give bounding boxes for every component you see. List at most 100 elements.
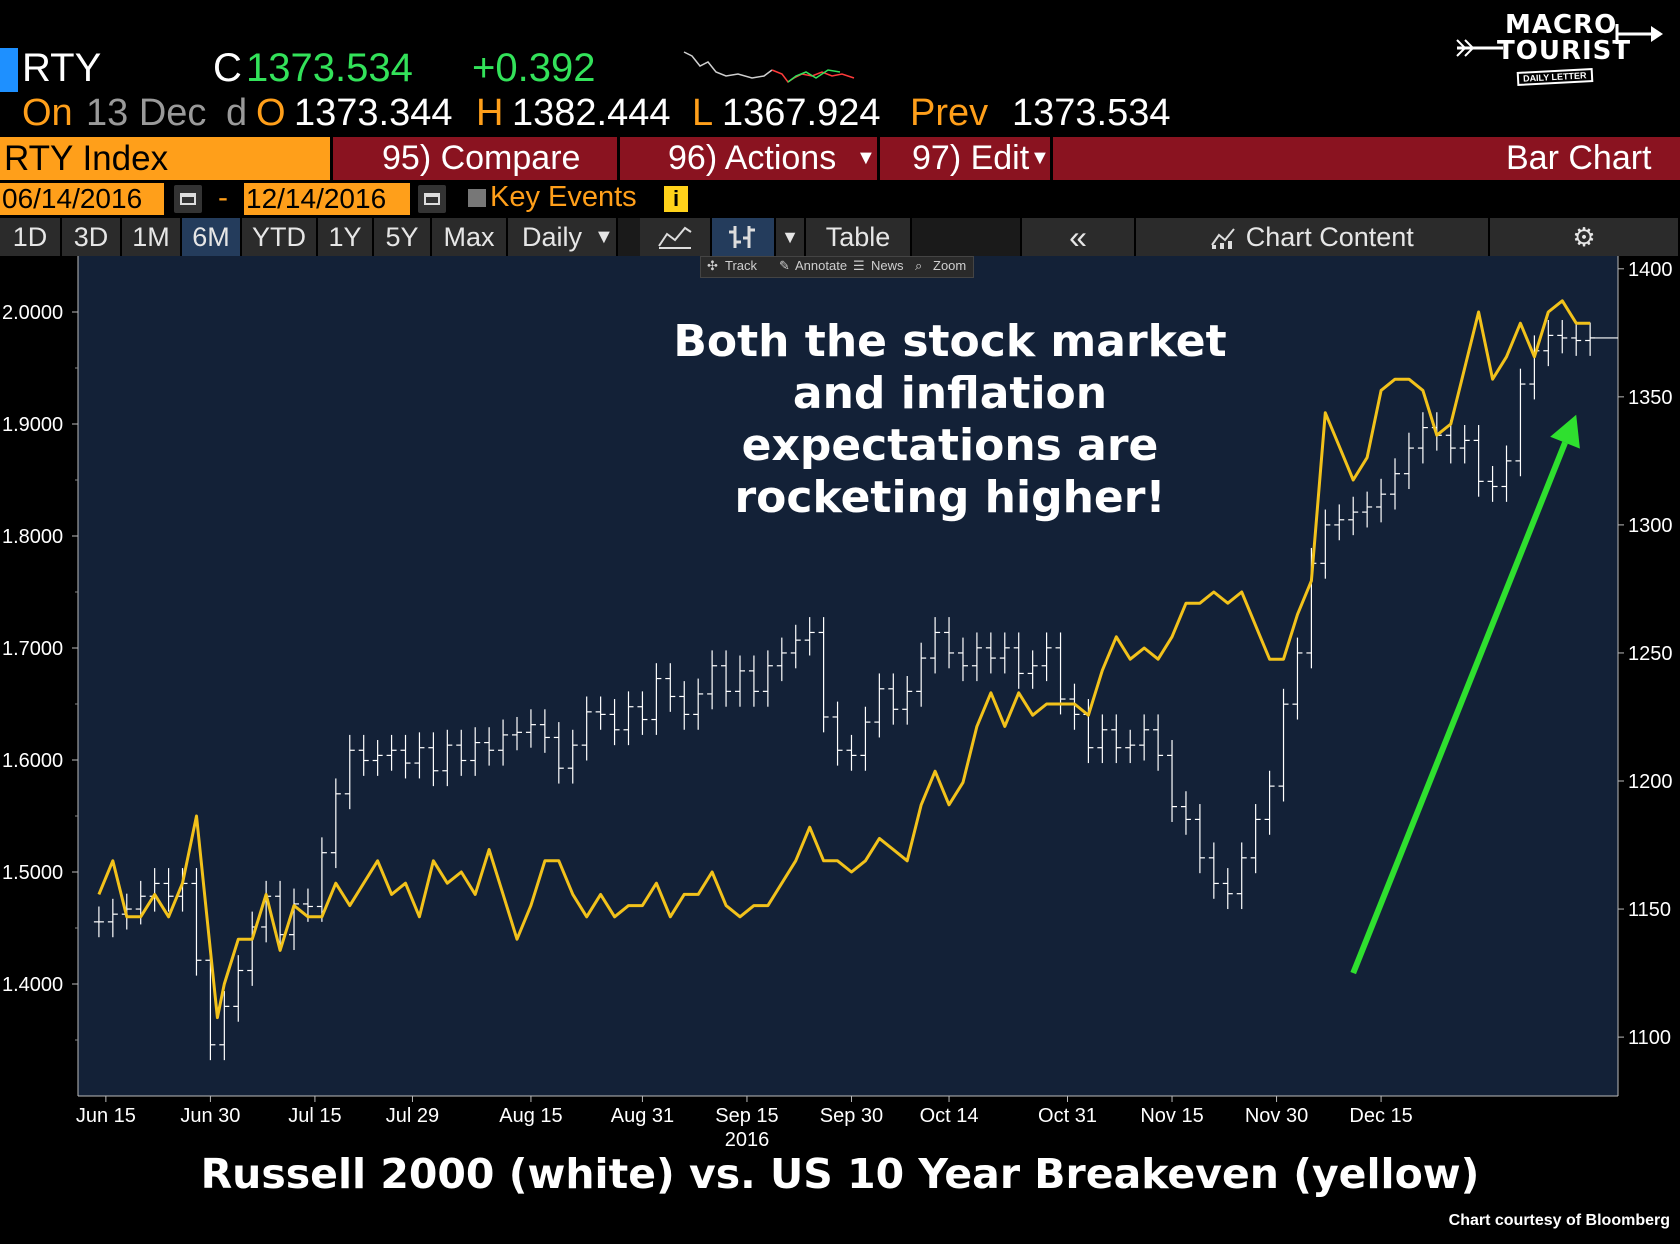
chart-credit: Chart courtesy of Bloomberg	[1448, 1212, 1670, 1229]
russell-bar	[707, 650, 718, 710]
russell-series	[93, 320, 1618, 1061]
toolbar-spacer	[912, 218, 1022, 256]
russell-bar	[860, 706, 871, 771]
on-date: 13 Dec	[86, 92, 207, 134]
prev-label: Prev	[910, 92, 989, 134]
news-button[interactable]: News	[871, 258, 904, 273]
period-6m-button[interactable]: 6M	[182, 218, 242, 256]
russell-bar	[1250, 804, 1261, 874]
fbar-separator	[1050, 137, 1053, 180]
russell-bar	[1585, 322, 1596, 356]
chart-style-dropdown-icon[interactable]: ▼	[776, 218, 806, 256]
close-label: C	[213, 46, 242, 90]
x-tick-label: Aug 31	[611, 1105, 674, 1127]
on-label: On	[22, 92, 73, 134]
x-tick-label: Oct 31	[1038, 1105, 1097, 1127]
x-tick-label: Nov 30	[1245, 1105, 1308, 1127]
russell-bar	[776, 637, 787, 682]
key-events-checkbox[interactable]	[468, 189, 486, 207]
end-calendar-icon[interactable]	[418, 185, 446, 213]
frequency-select[interactable]: Daily	[508, 218, 618, 256]
russell-bar	[1027, 650, 1038, 689]
logo-arrow-right-icon	[1615, 24, 1663, 44]
russell-bar	[1111, 714, 1122, 764]
y-left-tick-label: 1.9000	[2, 414, 63, 436]
y-left-tick-label: 1.5000	[2, 862, 63, 884]
y-right-tick-label: 1100	[1628, 1027, 1671, 1049]
russell-bar	[567, 729, 578, 784]
period-1y-button[interactable]: 1Y	[318, 218, 374, 256]
period-5y-button[interactable]: 5Y	[374, 218, 432, 256]
period-3d-button[interactable]: 3D	[62, 218, 122, 256]
track-button[interactable]: Track	[725, 258, 758, 273]
period-ytd-button[interactable]: YTD	[242, 218, 318, 256]
russell-bar	[442, 729, 453, 787]
russell-bar	[665, 663, 676, 712]
end-date-input[interactable]: 12/14/2016	[244, 183, 410, 215]
chart-content-button[interactable]: Chart Content	[1136, 218, 1490, 256]
russell-bar	[651, 663, 662, 735]
russell-bar	[414, 732, 425, 779]
fbar-separator	[877, 137, 880, 180]
x-tick-label: Jul 29	[386, 1105, 439, 1127]
russell-bar	[999, 632, 1010, 674]
security-name[interactable]: RTY Index	[0, 137, 330, 180]
info-icon[interactable]: i	[664, 186, 688, 212]
chart-content-icon	[1211, 228, 1235, 249]
russell-bar	[1013, 632, 1024, 689]
y-right-tick-label: 1400	[1628, 259, 1673, 281]
news-icon[interactable]: ☰	[853, 258, 865, 273]
ticker-symbol[interactable]: RTY	[22, 46, 102, 90]
start-date-input[interactable]: 06/14/2016	[0, 183, 164, 215]
actions-button[interactable]: 96) Actions	[668, 139, 837, 177]
russell-bar	[1459, 425, 1470, 464]
russell-bar	[1543, 320, 1554, 367]
function-bar: RTY Index 95) Compare 96) Actions ▼ 97) …	[0, 137, 1680, 180]
x-year-label: 2016	[725, 1129, 770, 1151]
bar-chart-icon[interactable]	[712, 218, 776, 256]
russell-bar	[846, 734, 857, 771]
x-tick-label: Sep 15	[715, 1105, 778, 1127]
russell-bar	[1222, 868, 1233, 910]
line-chart-icon[interactable]	[640, 218, 712, 256]
annotate-button[interactable]: Annotate	[795, 258, 848, 273]
track-icon[interactable]: ✣	[707, 258, 718, 273]
russell-bar	[470, 727, 481, 776]
russell-bar	[734, 655, 745, 707]
table-button[interactable]: Table	[806, 218, 912, 256]
compare-button[interactable]: 95) Compare	[382, 139, 581, 177]
low-label: L	[692, 92, 714, 134]
frequency-dropdown-icon[interactable]: ▼	[594, 226, 614, 248]
settings-gear-icon[interactable]: ⚙	[1490, 218, 1680, 256]
zoom-icon[interactable]: ⌕	[915, 258, 923, 273]
annotate-icon[interactable]: ✎	[779, 258, 790, 273]
russell-bar	[400, 734, 411, 779]
edit-dropdown-icon[interactable]: ▼	[1030, 147, 1050, 169]
russell-bar	[1348, 496, 1359, 536]
open-label: O	[256, 92, 286, 134]
period-1d-button[interactable]: 1D	[0, 218, 62, 256]
russell-bar	[595, 696, 606, 730]
russell-bar	[372, 740, 383, 776]
russell-bar	[818, 617, 829, 733]
period-1m-button[interactable]: 1M	[122, 218, 182, 256]
collapse-button[interactable]: «	[1022, 218, 1136, 256]
chart-type-label[interactable]: Bar Chart	[1506, 139, 1652, 177]
y-right-tick-label: 1300	[1628, 515, 1673, 537]
russell-bar	[985, 632, 996, 674]
actions-dropdown-icon[interactable]: ▼	[856, 147, 876, 169]
russell-bar	[874, 673, 885, 738]
y-left-tick-label: 1.7000	[2, 638, 63, 660]
fbar-separator	[617, 137, 620, 180]
zoom-button[interactable]: Zoom	[933, 258, 967, 273]
x-tick-label: Sep 30	[820, 1105, 883, 1127]
russell-bar	[1264, 770, 1275, 835]
russell-bar	[1571, 322, 1582, 356]
start-calendar-icon[interactable]	[174, 185, 202, 213]
russell-bar	[1334, 504, 1345, 541]
russell-bar	[316, 837, 327, 922]
russell-bar	[748, 655, 759, 707]
edit-button[interactable]: 97) Edit	[912, 139, 1030, 177]
russell-bar	[428, 732, 439, 787]
period-max-button[interactable]: Max	[432, 218, 508, 256]
